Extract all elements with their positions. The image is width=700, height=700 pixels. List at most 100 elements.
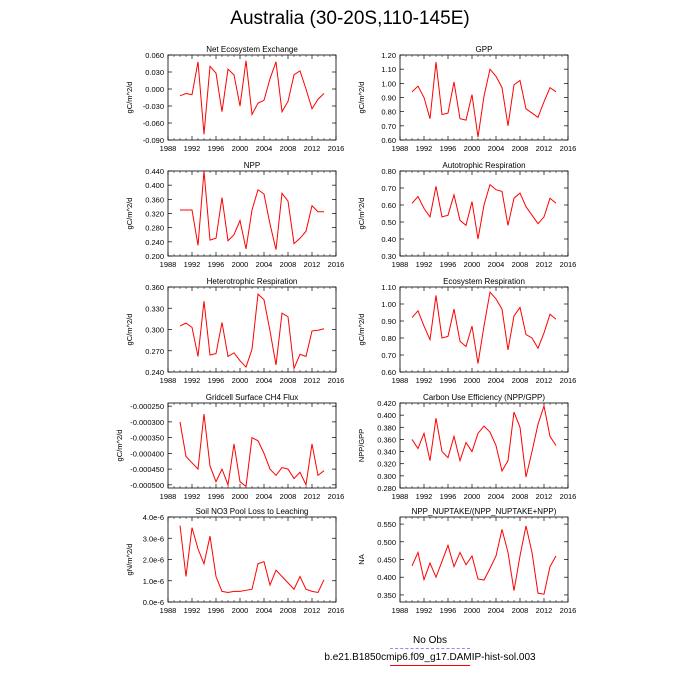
y-tick-label: 0.550 xyxy=(377,520,396,529)
x-tick-label: 1992 xyxy=(416,376,433,385)
x-tick-label: 1992 xyxy=(416,144,433,153)
plot-frame xyxy=(399,402,569,489)
x-tick-label: 2004 xyxy=(256,144,273,153)
panel-title: Carbon Use Efficiency (NPP/GPP) xyxy=(423,393,545,402)
x-tick-label: 1996 xyxy=(440,492,457,501)
panel-4: Heterotrophic Respiration 1988 1992 1996 200… xyxy=(125,277,344,385)
y-tick-label: -0.000250 xyxy=(130,402,164,411)
plot-frame xyxy=(167,286,337,373)
x-tick-label: 2004 xyxy=(256,260,273,269)
x-tick-label: 1992 xyxy=(184,376,201,385)
x-tick-label: 2008 xyxy=(280,144,297,153)
x-tick-label: 1996 xyxy=(440,376,457,385)
x-tick-label: 1988 xyxy=(392,144,409,153)
y-axis-label: gC/m^2/d xyxy=(115,430,124,462)
y-tick-label: 1.10 xyxy=(381,283,396,292)
panel-7: Carbon Use Efficiency (NPP/GPP) 1988 1992 1… xyxy=(357,393,576,501)
y-tick-label: 0.320 xyxy=(145,210,164,219)
x-tick-label: 2008 xyxy=(280,606,297,615)
x-tick-label: 2000 xyxy=(232,144,249,153)
panel-5: Ecosystem Respiration 1988 1992 1996 2000 200… xyxy=(357,277,576,385)
x-tick-label: 2000 xyxy=(232,260,249,269)
x-tick-label: 2008 xyxy=(512,376,529,385)
y-tick-label: 0.360 xyxy=(145,283,164,292)
x-tick-label: 2008 xyxy=(512,144,529,153)
y-tick-label: 3.0e-6 xyxy=(143,534,164,543)
y-tick-label: 0.400 xyxy=(377,411,396,420)
y-axis-label: gC/m^2/d xyxy=(125,82,134,114)
x-tick-label: 2016 xyxy=(560,260,577,269)
series-line xyxy=(411,525,557,595)
panel-6: Gridcell Surface CH4 Flux 1988 1992 1996 200… xyxy=(115,393,344,501)
y-tick-label: 0.80 xyxy=(381,167,396,176)
y-tick-label: 0.60 xyxy=(381,368,396,377)
x-tick-label: 2016 xyxy=(560,376,577,385)
panel-0: Net Ecosystem Exchange 1988 1992 1996 2000 20… xyxy=(125,45,344,153)
y-tick-label: 0.300 xyxy=(377,472,396,481)
y-tick-label: 0.270 xyxy=(145,347,164,356)
x-tick-label: 1992 xyxy=(416,606,433,615)
x-tick-label: 1988 xyxy=(392,606,409,615)
x-tick-label: 1988 xyxy=(160,492,177,501)
legend-entry-case: b.e21.B1850cmip6.f09_g17.DAMIP-hist-sol.… xyxy=(324,652,536,663)
x-tick-label: 1996 xyxy=(208,144,225,153)
x-tick-label: 2012 xyxy=(536,606,553,615)
y-axis-label: gC/m^2/d xyxy=(125,314,134,346)
x-tick-label: 1996 xyxy=(208,606,225,615)
y-tick-label: 0.360 xyxy=(377,435,396,444)
x-tick-label: 2012 xyxy=(304,144,321,153)
x-tick-label: 1992 xyxy=(184,606,201,615)
y-tick-label: 0.420 xyxy=(377,399,396,408)
x-tick-label: 2004 xyxy=(256,376,273,385)
x-tick-label: 1992 xyxy=(416,260,433,269)
x-tick-label: 1988 xyxy=(160,260,177,269)
x-tick-label: 2012 xyxy=(304,376,321,385)
x-tick-label: 2004 xyxy=(488,606,505,615)
x-tick-label: 2008 xyxy=(512,492,529,501)
x-tick-label: 2008 xyxy=(512,260,529,269)
y-tick-label: 0.060 xyxy=(145,51,164,60)
x-tick-label: 2004 xyxy=(488,144,505,153)
series-line xyxy=(180,170,324,250)
x-tick-label: 2004 xyxy=(488,260,505,269)
y-tick-label: 4.0e-6 xyxy=(143,513,164,522)
x-tick-label: 2000 xyxy=(464,606,481,615)
x-tick-label: 2004 xyxy=(256,492,273,501)
series-line xyxy=(179,525,325,593)
y-tick-label: 0.340 xyxy=(377,448,396,457)
x-tick-label: 2016 xyxy=(560,492,577,501)
y-axis-label: NPP/GPP xyxy=(357,429,366,462)
legend: No Obs b.e21.B1850cmip6.f09_g17.DAMIP-hi… xyxy=(300,635,560,669)
y-tick-label: 0.70 xyxy=(381,351,396,360)
panel-title: Ecosystem Respiration xyxy=(443,277,525,286)
panel-title: Net Ecosystem Exchange xyxy=(206,45,298,54)
x-tick-label: 1992 xyxy=(416,492,433,501)
x-tick-label: 1996 xyxy=(440,606,457,615)
y-axis-label: gN/m^2/d xyxy=(125,544,134,576)
y-tick-label: 0.380 xyxy=(377,423,396,432)
panel-title: Autotrophic Respiration xyxy=(442,161,525,170)
y-tick-label: 0.450 xyxy=(377,556,396,565)
y-tick-label: 0.0e-6 xyxy=(143,598,164,607)
y-axis-label: gC/m^2/d xyxy=(357,314,366,346)
y-tick-label: 2.0e-6 xyxy=(143,556,164,565)
x-tick-label: 2000 xyxy=(464,376,481,385)
legend-swatch-case xyxy=(390,665,470,666)
y-tick-label: 1.00 xyxy=(381,79,396,88)
panel-1: GPP 1988 1992 1996 2000 2004 2008 2012 2016 0.60 0… xyxy=(357,45,576,153)
panel-title: NPP xyxy=(244,161,260,170)
y-tick-label: 0.60 xyxy=(381,201,396,210)
x-tick-label: 2000 xyxy=(464,260,481,269)
x-tick-label: 2012 xyxy=(536,144,553,153)
y-tick-label: -0.000400 xyxy=(130,449,164,458)
x-tick-label: 1988 xyxy=(392,492,409,501)
y-tick-label: 0.90 xyxy=(381,94,396,103)
panel-title: Soil NO3 Pool Loss to Leaching xyxy=(196,507,309,516)
series-line xyxy=(411,62,557,138)
x-tick-label: 1996 xyxy=(208,376,225,385)
panel-title: GPP xyxy=(476,45,493,54)
x-tick-label: 1988 xyxy=(392,260,409,269)
x-tick-label: 1996 xyxy=(440,260,457,269)
x-tick-label: 2000 xyxy=(232,606,249,615)
